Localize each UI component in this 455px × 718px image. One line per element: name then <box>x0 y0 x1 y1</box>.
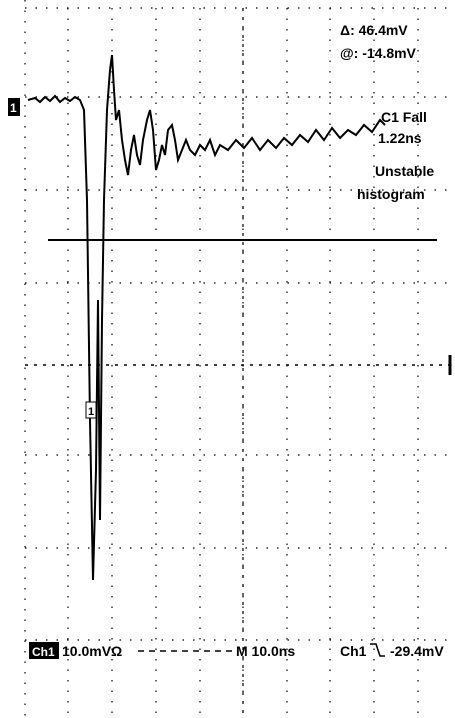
cursor-marker-box <box>85 401 97 419</box>
timebase: M 10.0ns <box>236 643 295 659</box>
graticule <box>24 0 455 718</box>
cursor-marker: 1 <box>88 406 94 418</box>
footer: Ch1 10.0mVΩ M 10.0ns Ch1 -29.4mV <box>29 642 444 659</box>
trigger-source: Ch1 <box>340 643 367 659</box>
waveform <box>27 54 386 581</box>
channel-label: Ch1 <box>32 645 55 659</box>
scale: 10.0mVΩ <box>62 643 122 659</box>
channel-marker: 1 <box>10 101 17 115</box>
status-2: histogram <box>357 186 425 202</box>
trigger-level: -29.4mV <box>390 643 444 659</box>
measure-value: 1.22ns <box>378 130 422 146</box>
channel-box <box>29 642 59 659</box>
status: Unstable <box>375 163 434 179</box>
measure-label: C1 Fall <box>381 109 427 125</box>
at-readout: @: -14.8mV <box>340 45 417 61</box>
delta-readout: Δ: 46.4mV <box>340 22 408 38</box>
fall-symbol <box>370 643 385 657</box>
readout: Δ: 46.4mV @: -14.8mV C1 Fall 1.22ns Unst… <box>340 22 434 202</box>
channel-marker-box <box>8 98 20 116</box>
